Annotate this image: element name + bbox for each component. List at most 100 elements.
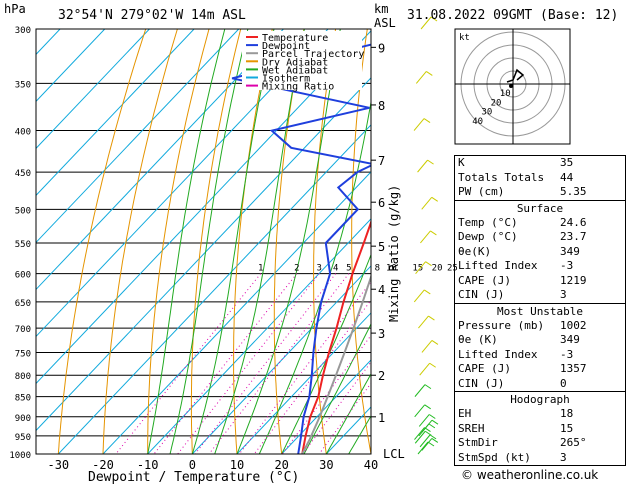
mixing-ratio-label: 10: [386, 264, 397, 274]
hodograph-stat-row: SREH 15: [455, 422, 625, 437]
x-tick-label: -30: [47, 458, 69, 472]
dry-adiabat: [147, 29, 210, 454]
wet-adiabat: [303, 322, 371, 454]
surface-label: Lifted Index: [458, 259, 538, 272]
hodograph-stat-row: StmDir 265°: [455, 436, 625, 451]
surface-row: CIN (J) 3: [455, 288, 625, 303]
series-temperature: [301, 219, 371, 454]
x-tick-label: 0: [189, 458, 196, 472]
isotherm-line: [102, 171, 371, 454]
surface-value: -3: [560, 259, 574, 272]
mixing-ratio-label: 2: [294, 264, 299, 274]
pressure-tick-label: 350: [15, 80, 31, 90]
pressure-tick-label: 850: [15, 394, 31, 404]
wind-barb-staff: [417, 159, 428, 173]
wind-barb-flag: [427, 159, 434, 165]
wind-barb-staff: [413, 118, 425, 131]
km-tick-label: 1: [378, 411, 385, 425]
wind-barb-staff: [413, 289, 425, 303]
km-tick-label: 6: [378, 196, 385, 210]
asl-label: ASL: [374, 16, 396, 30]
most-unstable-row: CIN (J) 0: [455, 377, 625, 392]
wind-barb-staff: [421, 197, 433, 210]
hodograph-stat-label: StmDir: [458, 436, 498, 449]
surface-label: CIN (J): [458, 288, 505, 301]
hodograph-stat-value: 15: [560, 421, 574, 435]
pressure-tick-label: 600: [15, 271, 31, 281]
wet-adiabat: [236, 29, 341, 454]
wind-barb-flag: [431, 419, 439, 425]
most-unstable-row: CAPE (J) 1357: [455, 362, 625, 377]
hodograph-stat-row: StmSpd (kt) 3: [455, 451, 625, 466]
dry-adiabat: [313, 29, 337, 454]
wind-barb-staff: [415, 71, 427, 84]
x-tick-label: 40: [364, 458, 378, 472]
pressure-tick-label: 450: [15, 169, 31, 179]
km-tick-label: 2: [378, 369, 385, 383]
hodograph-stat-label: SREH: [458, 421, 485, 435]
km-tick-label: 3: [378, 327, 385, 341]
index-value: 35: [560, 156, 574, 169]
hodograph-ring-label: 30: [481, 108, 492, 118]
wind-barb-flag: [429, 434, 437, 440]
legend-label: Isotherm: [262, 74, 310, 85]
series-parcel-trajectory: [301, 273, 371, 454]
dry-adiabat: [351, 29, 371, 454]
wind-barb-staff: [418, 414, 430, 427]
dry-adiabat: [190, 29, 242, 454]
legend-label: Temperature: [262, 33, 328, 44]
wind-barb-staff: [420, 230, 431, 244]
most-unstable-label: θe (K): [458, 333, 498, 346]
km-tick-label: 4: [378, 283, 385, 297]
surface-row: Temp (°C) 24.6: [455, 216, 625, 231]
km-tick-label: 9: [378, 41, 385, 55]
dry-adiabat: [102, 29, 178, 454]
surface-value: 3: [560, 288, 567, 301]
x-tick-label: 30: [319, 458, 333, 472]
surface-row: Dewp (°C) 23.7: [455, 230, 625, 245]
plot-frame: [35, 28, 372, 455]
lcl-label: LCL: [383, 447, 405, 461]
isotherm-line: [36, 29, 240, 244]
isotherm-line: [36, 77, 371, 432]
most-unstable-label: CAPE (J): [458, 362, 511, 375]
wind-barb-flag: [424, 404, 431, 410]
legend-label: Parcel Trajectory: [262, 49, 364, 60]
mixing-ratio-label: 15: [412, 264, 423, 274]
index-row: PW (cm) 5.35: [455, 185, 625, 200]
datetime: 31.08.2022 09GMT (Base: 12): [407, 8, 618, 23]
hodograph-trace: [506, 68, 525, 83]
wet-adiabat: [147, 29, 226, 454]
wet-adiabat: [325, 372, 371, 454]
background-lines: [36, 29, 371, 454]
mixing-ratio-line: [238, 281, 371, 454]
wind-barb-flag: [428, 423, 436, 429]
km-tick-label: 8: [378, 99, 385, 113]
mixing-ratio-axis-title: Mixing Ratio (g/kg): [387, 185, 401, 322]
hodograph-stat-label: StmSpd (kt): [458, 450, 531, 464]
surface-value: 1219: [560, 273, 587, 287]
surface-label: CAPE (J): [458, 273, 511, 287]
isotherm-line: [147, 218, 371, 454]
mixing-ratio-label: 1: [258, 264, 263, 274]
x-tick-label: -10: [137, 458, 159, 472]
wind-barb-flag: [428, 315, 435, 321]
wind-barb-staff: [421, 419, 433, 433]
pressure-tick-label: 400: [15, 128, 31, 138]
series-dewpoint: [231, 43, 371, 454]
surface-value: 24.6: [560, 215, 587, 229]
isotherm-line: [236, 312, 371, 454]
most-unstable-row: θe (K) 349: [455, 333, 625, 348]
mixing-ratio-label: 20: [432, 264, 443, 274]
wind-barb-staff: [420, 16, 432, 30]
sounding-lines: [231, 43, 371, 454]
station-info: 32°54'N 279°02'W 14m ASL: [58, 8, 246, 23]
hodograph-table-title: Hodograph: [455, 391, 625, 407]
mixing-ratio-label: 25: [447, 264, 458, 274]
wind-barb-flag: [426, 70, 433, 76]
mixing-ratio-line: [194, 273, 337, 454]
isotherm-line: [36, 29, 150, 150]
legend-label: Dewpoint: [262, 41, 310, 52]
isotherm-line: [36, 29, 106, 103]
wet-adiabat: [169, 29, 249, 454]
